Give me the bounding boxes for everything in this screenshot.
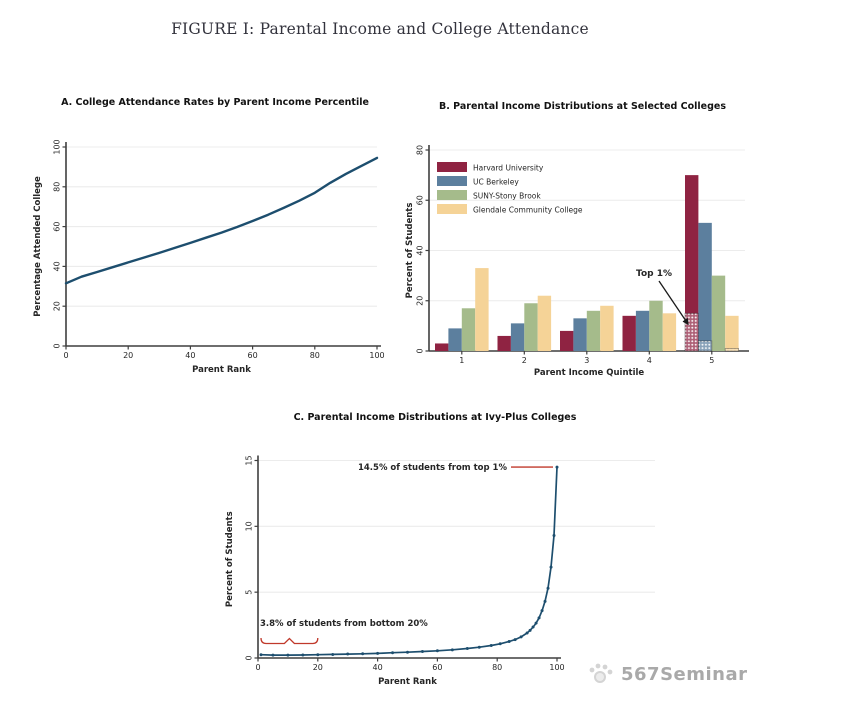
panel-a-axes: 0 20 40 60 80 100 0 20 40 60 80 100 Parent Rank Perce… xyxy=(33,139,385,375)
legend-swatch xyxy=(437,162,467,172)
svg-text:14.5% of students from top 1%: 14.5% of students from top 1% xyxy=(358,463,508,473)
bar-q4-s3 xyxy=(662,313,677,351)
panel-c: C. Parental Income Distributions at Ivy-… xyxy=(185,412,685,706)
svg-text:100: 100 xyxy=(369,351,384,360)
svg-text:20: 20 xyxy=(416,296,425,306)
svg-text:60: 60 xyxy=(416,195,425,205)
bar-q2-s2 xyxy=(524,303,538,351)
svg-text:5: 5 xyxy=(245,590,254,595)
svg-text:80: 80 xyxy=(492,663,502,672)
bar-q4-s2 xyxy=(649,300,663,351)
svg-text:0: 0 xyxy=(245,655,254,660)
svg-text:Parent Rank: Parent Rank xyxy=(192,365,251,375)
svg-text:Parent Income Quintile: Parent Income Quintile xyxy=(534,368,645,378)
panel-b-chart: 0 20 40 60 80 Parent Income Quintile Percent o… xyxy=(405,145,749,378)
svg-text:100: 100 xyxy=(53,139,62,154)
bar-q5-s1 xyxy=(698,222,712,351)
svg-text:80: 80 xyxy=(416,145,425,155)
svg-text:80: 80 xyxy=(53,182,62,192)
svg-text:20: 20 xyxy=(313,663,323,672)
bar-q5-s0 xyxy=(685,175,699,351)
bar-q2-s3 xyxy=(537,295,552,351)
panel-b-bars xyxy=(435,175,739,351)
svg-text:20: 20 xyxy=(123,351,133,360)
svg-text:5: 5 xyxy=(709,356,714,365)
bar-q4-s0 xyxy=(622,315,636,351)
legend-label: UC Berkeley xyxy=(473,178,519,187)
bar-q1-s0 xyxy=(435,343,449,351)
panel-a-chart: 0 20 40 60 80 100 0 20 40 60 80 100 Parent Rank Perce… xyxy=(33,139,385,375)
bar-q4-s1 xyxy=(635,310,650,351)
svg-text:40: 40 xyxy=(53,261,62,271)
svg-text:40: 40 xyxy=(373,663,383,672)
figure-title: FIGURE I: Parental Income and College At… xyxy=(171,20,589,38)
svg-text:0: 0 xyxy=(255,663,260,672)
panel-b-legend: Harvard University UC Berkeley SUNY-Stony … xyxy=(437,162,583,215)
svg-text:20: 20 xyxy=(53,301,62,311)
bar-q3-s2 xyxy=(586,310,601,351)
panel-a-title: A. College Attendance Rates by Parent In… xyxy=(61,97,369,108)
panel-c-annotations: 14.5% of students from top 1% 3.8% of stu… xyxy=(260,463,553,645)
svg-text:60: 60 xyxy=(432,663,442,672)
svg-text:Parent Rank: Parent Rank xyxy=(378,677,437,687)
legend-swatch xyxy=(437,204,467,214)
panel-b: B. Parental Income Distributions at Sele… xyxy=(405,101,760,401)
svg-text:15: 15 xyxy=(245,455,254,465)
panel-a-line xyxy=(64,156,379,285)
panel-a: A. College Attendance Rates by Parent In… xyxy=(20,97,410,396)
svg-text:Percent of Students: Percent of Students xyxy=(225,511,235,607)
bar-q2-s0 xyxy=(497,335,511,351)
panel-b-annotation: Top 1% xyxy=(636,269,689,326)
bar-q2-s1 xyxy=(510,323,525,351)
bar-q3-s0 xyxy=(560,330,574,351)
panel-b-title: B. Parental Income Distributions at Sele… xyxy=(439,101,726,112)
svg-text:3: 3 xyxy=(584,356,589,365)
panel-c-axes: 0 20 40 60 80 100 0 5 10 15 Parent Rank Percent of … xyxy=(225,455,655,687)
svg-text:0: 0 xyxy=(53,343,62,348)
bar-q1-s2 xyxy=(461,308,476,351)
svg-text:Percent of Students: Percent of Students xyxy=(405,203,415,299)
svg-text:40: 40 xyxy=(185,351,195,360)
svg-text:Top 1%: Top 1% xyxy=(636,269,672,279)
legend-swatch xyxy=(437,190,467,200)
bar-q1-s3 xyxy=(475,268,489,351)
svg-text:Percentage Attended College: Percentage Attended College xyxy=(33,176,43,317)
legend-swatch xyxy=(437,176,467,186)
bar-q1-s1 xyxy=(448,328,462,351)
svg-text:10: 10 xyxy=(245,521,254,531)
svg-text:0: 0 xyxy=(63,351,68,360)
legend-label: Glendale Community College xyxy=(473,206,583,215)
paw-icon xyxy=(589,663,613,683)
panel-c-chart: 0 20 40 60 80 100 0 5 10 15 Parent Rank Percent of … xyxy=(225,455,655,687)
svg-text:40: 40 xyxy=(416,245,425,255)
svg-text:60: 60 xyxy=(53,222,62,232)
watermark: 567Seminar xyxy=(585,658,748,690)
bar-q3-s3 xyxy=(600,305,614,351)
bar-q5-s3 xyxy=(725,315,739,351)
svg-text:3.8% of students from bottom 2: 3.8% of students from bottom 20% xyxy=(260,619,428,629)
svg-text:1: 1 xyxy=(459,356,464,365)
bar-q5-s2 xyxy=(711,275,726,351)
svg-text:100: 100 xyxy=(549,663,564,672)
svg-text:0: 0 xyxy=(416,348,425,353)
svg-text:2: 2 xyxy=(522,356,527,365)
svg-text:60: 60 xyxy=(248,351,258,360)
legend-label: SUNY-Stony Brook xyxy=(473,192,541,201)
bar-q3-s1 xyxy=(573,318,587,351)
legend-label: Harvard University xyxy=(473,164,544,173)
svg-text:4: 4 xyxy=(647,356,652,365)
watermark-text: 567Seminar xyxy=(621,663,748,685)
svg-text:80: 80 xyxy=(310,351,320,360)
panel-c-title: C. Parental Income Distributions at Ivy-… xyxy=(293,412,577,423)
